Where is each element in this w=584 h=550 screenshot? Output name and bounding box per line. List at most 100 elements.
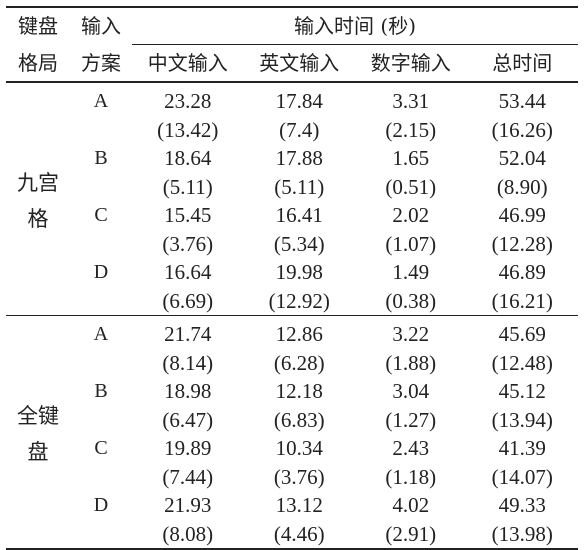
column-header-english: 英文输入 bbox=[259, 51, 340, 75]
scheme-header-line2: 方案 bbox=[81, 50, 121, 75]
sd-value-cell: (13.42) bbox=[157, 117, 219, 142]
scheme-spacer bbox=[70, 463, 132, 492]
sd-value-cell: (12.28) bbox=[491, 231, 553, 256]
mean-value-cell: 12.18 bbox=[275, 379, 323, 403]
mean-value-cell: 23.28 bbox=[164, 89, 212, 113]
mean-value-cell: 18.98 bbox=[164, 379, 212, 403]
mean-value-cell: 46.89 bbox=[498, 260, 546, 284]
sd-value-cell: (12.48) bbox=[491, 350, 553, 375]
table-row: (5.11) (5.11) (0.51) (8.90) bbox=[6, 173, 578, 202]
mean-value-cell: 21.74 bbox=[164, 322, 212, 346]
sd-value-cell: (5.11) bbox=[162, 174, 213, 199]
table-row: (13.42) (7.4) (2.15) (16.26) bbox=[6, 116, 578, 145]
sd-value-cell: (7.44) bbox=[162, 464, 214, 489]
sd-value-cell: (16.21) bbox=[491, 288, 553, 313]
scheme-label: B bbox=[94, 380, 108, 402]
table-row: D 16.64 19.98 1.49 46.89 bbox=[6, 258, 578, 287]
sd-value-cell: (3.76) bbox=[162, 231, 214, 256]
table-row: B 18.98 12.18 3.04 45.12 bbox=[6, 377, 578, 406]
sd-value-cell: (6.28) bbox=[273, 350, 325, 375]
input-time-table: 键盘 输入 输入时间 (秒) 格局 方案 中文输入 英文输入 数字输入 总时间 … bbox=[6, 6, 579, 550]
sd-value-cell: (13.98) bbox=[491, 521, 553, 546]
sd-value-cell: (8.90) bbox=[496, 174, 548, 199]
table-row: C 15.45 16.41 2.02 46.99 bbox=[6, 201, 578, 230]
scheme-header: 输入 bbox=[81, 14, 121, 39]
mean-value-cell: 52.04 bbox=[498, 146, 546, 170]
layout-label-line1: 九宫 bbox=[17, 171, 59, 195]
scheme-spacer bbox=[70, 406, 132, 435]
mean-value-cell: 13.12 bbox=[275, 493, 323, 517]
mean-value-cell: 1.65 bbox=[392, 146, 430, 170]
table-row: (6.47) (6.83) (1.27) (13.94) bbox=[6, 406, 578, 435]
mean-value-cell: 49.33 bbox=[498, 493, 546, 517]
scheme-spacer bbox=[70, 173, 132, 202]
mean-value-cell: 15.45 bbox=[164, 203, 212, 227]
table-body: 九宫格 A 23.28 17.84 3.31 53.44 (13.42) (7.4) (2.15… bbox=[6, 82, 579, 549]
sd-value-cell: (16.26) bbox=[491, 117, 553, 142]
table-row: C 19.89 10.34 2.43 41.39 bbox=[6, 434, 578, 463]
scheme-spacer bbox=[70, 287, 132, 316]
sd-value-cell: (5.11) bbox=[274, 174, 325, 199]
layout-label-line2: 盘 bbox=[27, 440, 49, 464]
table-row: 九宫格 A 23.28 17.84 3.31 53.44 bbox=[6, 82, 578, 231]
column-header-chinese: 中文输入 bbox=[147, 51, 228, 75]
mean-value-cell: 10.34 bbox=[275, 436, 323, 460]
sd-value-cell: (7.4) bbox=[279, 117, 320, 142]
table-row: (8.14) (6.28) (1.88) (12.48) bbox=[6, 349, 578, 378]
mean-value-cell: 2.02 bbox=[392, 203, 430, 227]
mean-value-cell: 12.86 bbox=[275, 322, 323, 346]
sd-value-cell: (1.88) bbox=[385, 350, 437, 375]
mean-value-cell: 21.93 bbox=[164, 493, 212, 517]
mean-value-cell: 1.49 bbox=[392, 260, 430, 284]
sd-value-cell: (12.92) bbox=[268, 288, 330, 313]
mean-value-cell: 19.89 bbox=[164, 436, 212, 460]
layout-group-label: 九宫格 bbox=[6, 82, 70, 316]
scheme-spacer bbox=[70, 230, 132, 259]
mean-value-cell: 45.69 bbox=[498, 322, 546, 346]
mean-value-cell: 45.12 bbox=[498, 379, 546, 403]
mean-value-cell: 16.64 bbox=[164, 260, 212, 284]
mean-value-cell: 3.31 bbox=[392, 89, 430, 113]
mean-value-cell: 41.39 bbox=[498, 436, 546, 460]
mean-value-cell: 3.04 bbox=[392, 379, 430, 403]
mean-value-cell: 19.98 bbox=[275, 260, 323, 284]
scheme-label: C bbox=[94, 204, 108, 226]
layout-label-line1: 全键 bbox=[17, 404, 59, 428]
scheme-label: C bbox=[94, 437, 108, 459]
scheme-label: A bbox=[93, 323, 109, 345]
column-header-digits: 数字输入 bbox=[370, 51, 451, 75]
scheme-label: B bbox=[94, 147, 108, 169]
table-row: (6.69) (12.92) (0.38) (16.21) bbox=[6, 287, 578, 316]
sd-value-cell: (5.34) bbox=[273, 231, 325, 256]
table-row: (3.76) (5.34) (1.07) (12.28) bbox=[6, 230, 578, 259]
scheme-spacer bbox=[70, 116, 132, 145]
mean-value-cell: 3.22 bbox=[392, 322, 430, 346]
layout-header-line2: 格局 bbox=[18, 50, 58, 75]
sd-value-cell: (6.47) bbox=[162, 407, 214, 432]
mean-value-cell: 53.44 bbox=[498, 89, 546, 113]
sd-value-cell: (14.07) bbox=[491, 464, 553, 489]
sd-value-cell: (6.83) bbox=[273, 407, 325, 432]
table-row: 全键盘 A 21.74 12.86 3.22 45.69 bbox=[6, 315, 579, 464]
scheme-spacer bbox=[70, 349, 132, 378]
sd-value-cell: (1.07) bbox=[385, 231, 437, 256]
time-group-header: 输入时间 (秒) bbox=[132, 7, 579, 45]
sd-value-cell: (0.38) bbox=[385, 288, 437, 313]
sd-value-cell: (1.27) bbox=[385, 407, 437, 432]
column-header-total: 总时间 bbox=[492, 51, 553, 75]
layout-label-line2: 格 bbox=[27, 207, 49, 231]
sd-value-cell: (3.76) bbox=[273, 464, 325, 489]
mean-value-cell: 4.02 bbox=[392, 493, 430, 517]
sd-value-cell: (2.15) bbox=[385, 117, 437, 142]
layout-header: 键盘 bbox=[18, 14, 58, 39]
sd-value-cell: (4.46) bbox=[273, 521, 325, 546]
mean-value-cell: 16.41 bbox=[275, 203, 323, 227]
scheme-label: D bbox=[93, 261, 109, 283]
sd-value-cell: (0.51) bbox=[385, 174, 437, 199]
scheme-label: D bbox=[93, 494, 109, 516]
mean-value-cell: 2.43 bbox=[392, 436, 430, 460]
sd-value-cell: (8.14) bbox=[162, 350, 214, 375]
scheme-label: A bbox=[93, 90, 109, 112]
sd-value-cell: (2.91) bbox=[385, 521, 437, 546]
table-row: (7.44) (3.76) (1.18) (14.07) bbox=[6, 463, 578, 492]
